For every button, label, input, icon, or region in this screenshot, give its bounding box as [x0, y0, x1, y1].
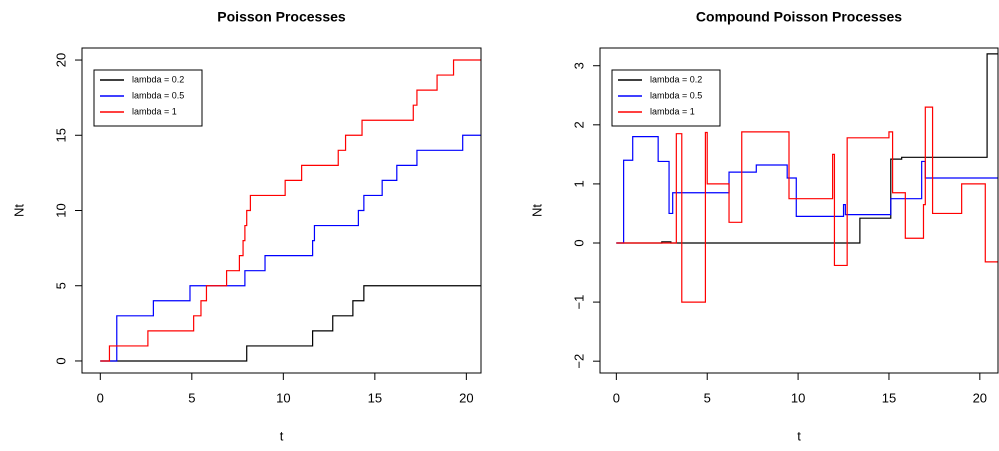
x-tick-label: 20: [459, 390, 473, 405]
y-tick-label: −1: [571, 295, 586, 310]
x-axis-label: t: [797, 428, 801, 443]
legend-label: lambda = 0.5: [132, 90, 184, 100]
y-tick-label: 15: [53, 128, 68, 142]
chart-title: Poisson Processes: [217, 9, 346, 25]
x-axis-label: t: [280, 428, 284, 443]
y-tick-label: −2: [571, 354, 586, 369]
y-tick-label: 20: [53, 53, 68, 67]
step-line: [100, 285, 481, 362]
y-tick-label: 1: [571, 180, 586, 187]
y-tick-label: 10: [53, 203, 68, 217]
legend-label: lambda = 1: [650, 106, 695, 116]
step-line: [100, 59, 481, 362]
step-line: [616, 53, 998, 244]
x-tick-label: 15: [882, 390, 896, 405]
x-tick-label: 5: [188, 390, 195, 405]
legend-label: lambda = 1: [132, 106, 177, 116]
legend-label: lambda = 0.2: [650, 74, 702, 84]
y-axis-label: Nt: [11, 204, 26, 217]
y-tick-label: 2: [571, 121, 586, 128]
x-tick-label: 10: [276, 390, 290, 405]
y-tick-label: 5: [53, 282, 68, 289]
y-tick-label: 0: [571, 239, 586, 246]
x-tick-label: 5: [704, 390, 711, 405]
y-axis-label: Nt: [529, 204, 544, 217]
step-line: [616, 106, 998, 303]
step-line: [100, 134, 481, 362]
y-tick-label: 3: [571, 62, 586, 69]
x-tick-label: 0: [97, 390, 104, 405]
legend-label: lambda = 0.5: [650, 90, 702, 100]
x-tick-label: 15: [368, 390, 382, 405]
chart-title: Compound Poisson Processes: [696, 9, 902, 25]
x-tick-label: 20: [973, 390, 987, 405]
plot-frame: [81, 47, 482, 374]
legend-label: lambda = 0.2: [132, 74, 184, 84]
x-tick-label: 10: [791, 390, 805, 405]
step-line: [616, 136, 998, 244]
y-tick-label: 0: [53, 357, 68, 364]
plot-frame: [599, 47, 999, 374]
x-tick-label: 0: [613, 390, 620, 405]
